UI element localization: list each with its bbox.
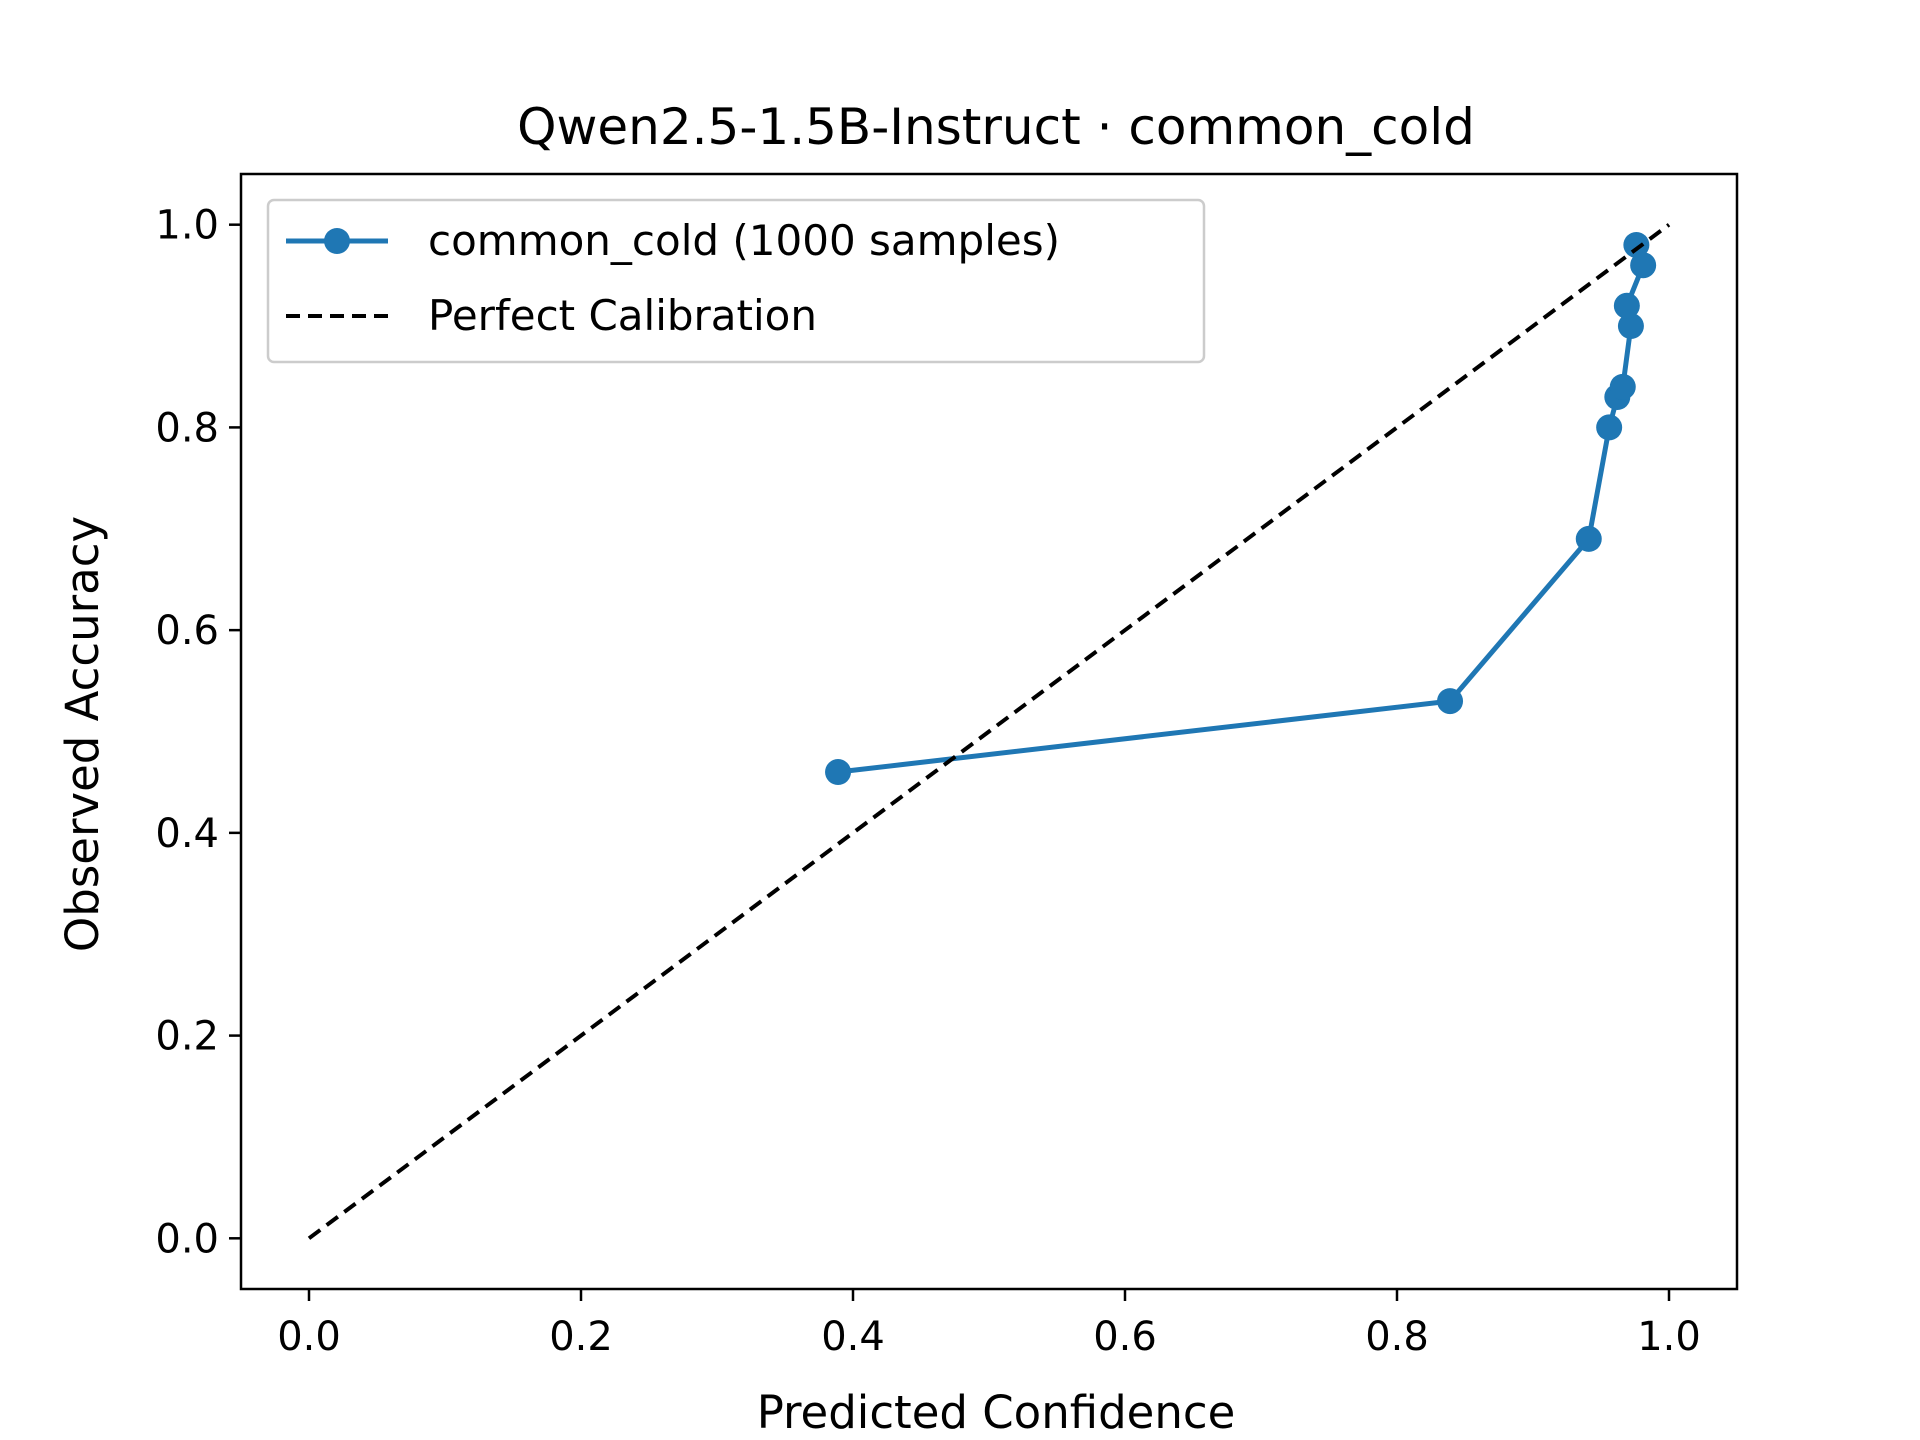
data-point <box>1437 688 1464 715</box>
data-point <box>1613 292 1640 319</box>
plot-frame <box>239 172 1739 1291</box>
plot-area <box>239 172 1739 1291</box>
data-point <box>1575 525 1602 552</box>
data-point <box>1623 231 1650 258</box>
x-tick-label: 0.8 <box>1365 1314 1429 1360</box>
data-point <box>1609 373 1636 400</box>
y-tick-label: 0.8 <box>155 405 219 451</box>
y-tick-label: 0.4 <box>155 811 219 857</box>
x-tick-label: 0.0 <box>277 1314 341 1360</box>
legend-box <box>266 198 1206 364</box>
legend-label: common_cold (1000 samples) <box>428 216 1060 265</box>
y-tick-label: 0.6 <box>155 608 219 654</box>
chart-title: Qwen2.5-1.5B-Instruct · common_cold <box>517 98 1475 156</box>
x-tick-label: 1.0 <box>1637 1314 1701 1360</box>
y-axis-ticks: 0.0 0.2 0.4 0.6 0.8 1.0 <box>155 203 241 1262</box>
data-point <box>1617 313 1644 340</box>
y-tick-label: 0.2 <box>155 1014 219 1060</box>
legend: common_cold (1000 samples) Perfect Calibr… <box>266 198 1206 364</box>
x-axis-label: Predicted Confidence <box>757 1386 1236 1439</box>
x-tick-label: 0.4 <box>821 1314 885 1360</box>
perfect-calibration-line <box>307 223 1671 1240</box>
legend-label: Perfect Calibration <box>428 291 817 340</box>
x-axis-ticks: 0.0 0.2 0.4 0.6 0.8 1.0 <box>277 1289 1701 1360</box>
data-point <box>1596 414 1623 441</box>
legend-marker <box>324 228 350 254</box>
data-point <box>825 759 852 786</box>
y-tick-label: 0.0 <box>155 1216 219 1262</box>
x-tick-label: 0.2 <box>549 1314 613 1360</box>
y-tick-label: 1.0 <box>155 203 219 249</box>
y-axis-label: Observed Accuracy <box>56 516 109 952</box>
x-tick-label: 0.6 <box>1093 1314 1157 1360</box>
data-point <box>1630 252 1657 279</box>
